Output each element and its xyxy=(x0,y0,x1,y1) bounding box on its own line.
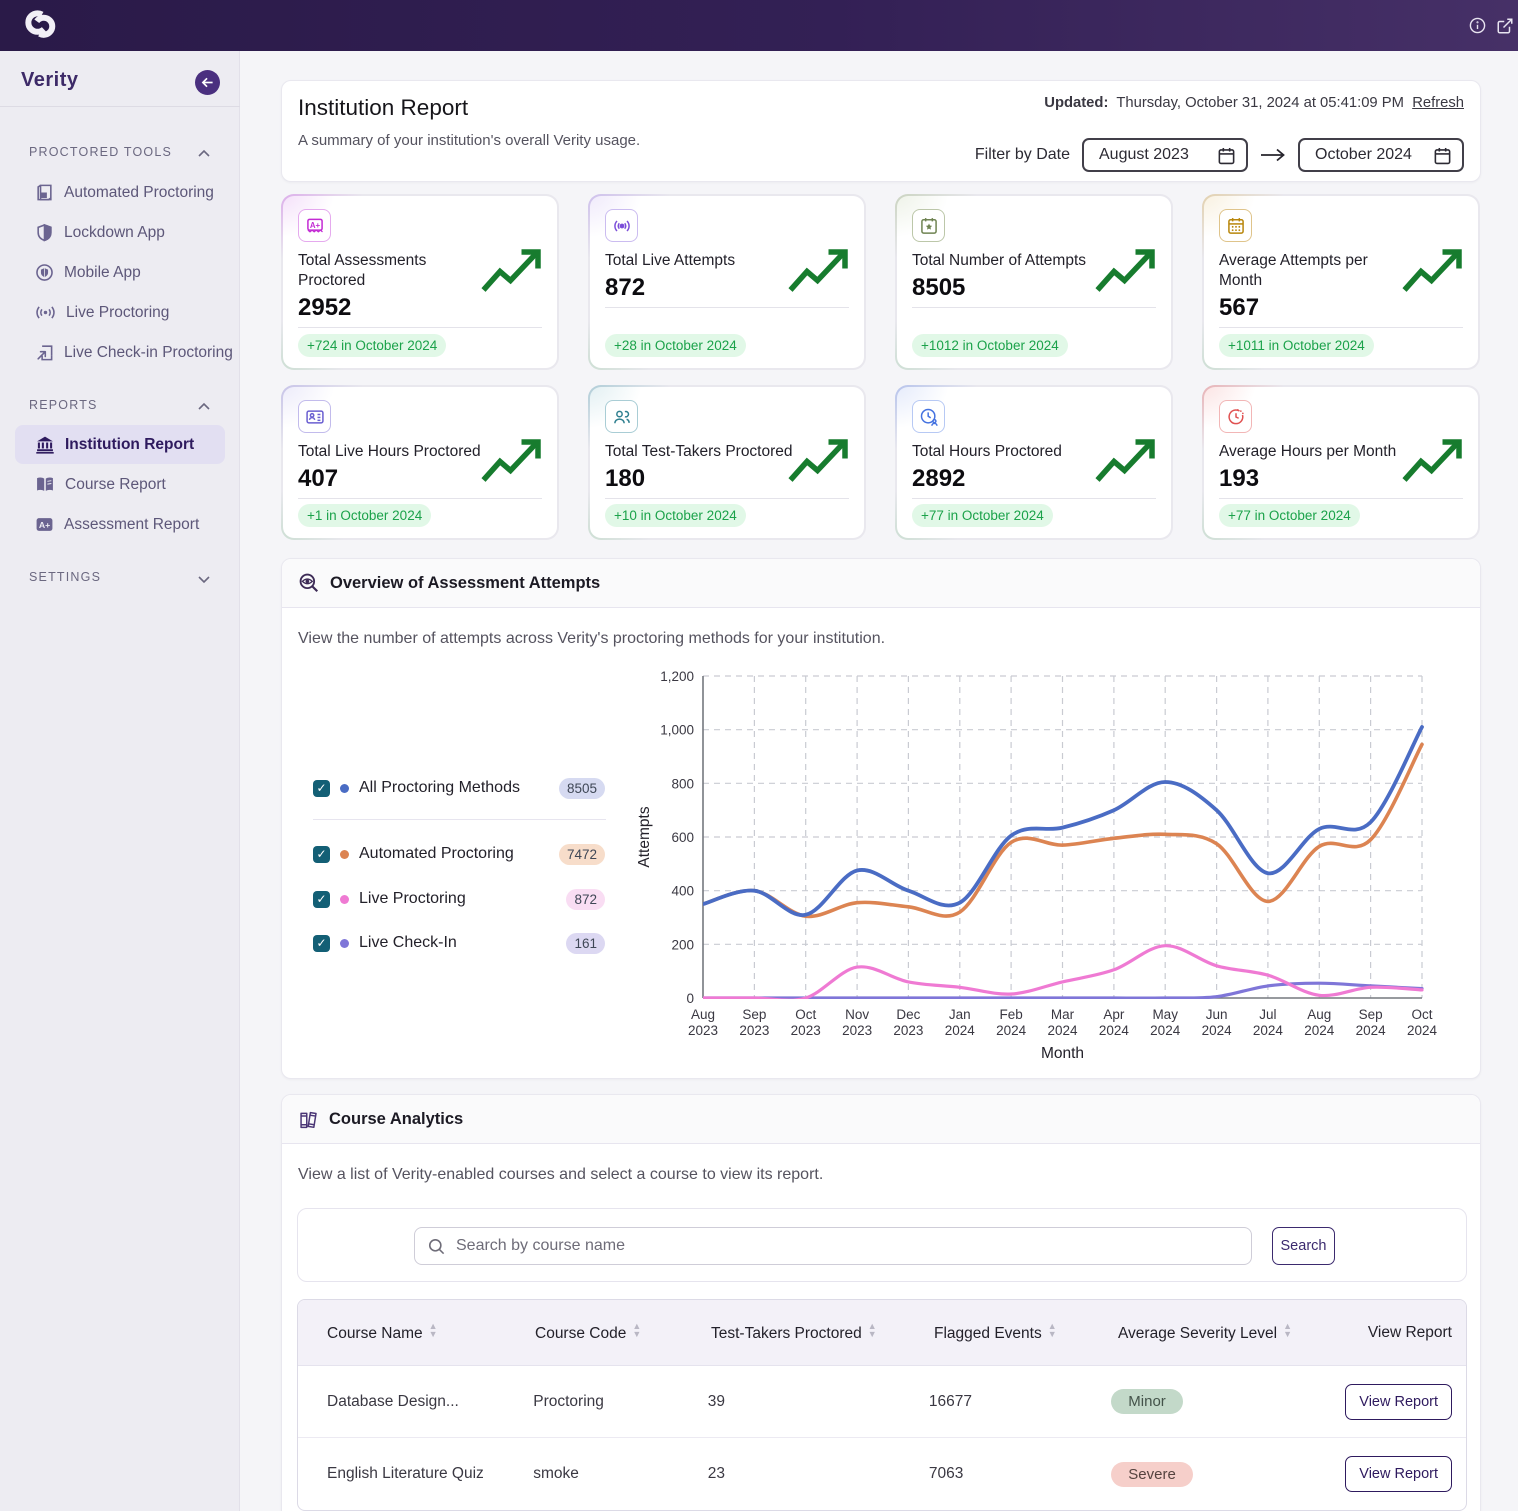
svg-text:2024: 2024 xyxy=(1304,1023,1335,1038)
svg-text:2023: 2023 xyxy=(688,1023,718,1038)
svg-text:Dec: Dec xyxy=(896,1007,920,1022)
svg-text:Aug: Aug xyxy=(691,1007,715,1022)
svg-text:Mar: Mar xyxy=(1051,1007,1075,1022)
svg-text:1,200: 1,200 xyxy=(660,669,694,684)
svg-text:Aug: Aug xyxy=(1307,1007,1331,1022)
svg-text:1,000: 1,000 xyxy=(660,723,694,738)
svg-text:Month: Month xyxy=(1041,1045,1084,1062)
svg-text:Feb: Feb xyxy=(999,1007,1022,1022)
svg-text:Sep: Sep xyxy=(1359,1007,1383,1022)
svg-text:800: 800 xyxy=(671,776,694,791)
svg-text:2024: 2024 xyxy=(1253,1023,1284,1038)
svg-text:200: 200 xyxy=(671,937,694,952)
svg-text:A+: A+ xyxy=(309,221,320,230)
svg-text:Attempts: Attempts xyxy=(636,806,653,867)
svg-text:Jan: Jan xyxy=(949,1007,971,1022)
svg-text:Oct: Oct xyxy=(1411,1007,1432,1022)
svg-text:Apr: Apr xyxy=(1103,1007,1125,1022)
svg-text:2024: 2024 xyxy=(996,1023,1027,1038)
svg-text:400: 400 xyxy=(671,884,694,899)
svg-text:Sep: Sep xyxy=(742,1007,766,1022)
svg-text:2023: 2023 xyxy=(893,1023,923,1038)
svg-text:Jun: Jun xyxy=(1206,1007,1228,1022)
svg-text:2024: 2024 xyxy=(1047,1023,1078,1038)
svg-text:May: May xyxy=(1152,1007,1178,1022)
svg-text:2024: 2024 xyxy=(1150,1023,1181,1038)
svg-text:2024: 2024 xyxy=(945,1023,976,1038)
svg-text:2023: 2023 xyxy=(842,1023,872,1038)
svg-text:2024: 2024 xyxy=(1407,1023,1438,1038)
svg-text:Nov: Nov xyxy=(845,1007,869,1022)
svg-text:2023: 2023 xyxy=(791,1023,821,1038)
svg-text:2024: 2024 xyxy=(1356,1023,1387,1038)
svg-text:2023: 2023 xyxy=(739,1023,769,1038)
svg-text:600: 600 xyxy=(671,830,694,845)
svg-text:Oct: Oct xyxy=(795,1007,816,1022)
svg-text:2024: 2024 xyxy=(1099,1023,1130,1038)
svg-text:0: 0 xyxy=(686,991,694,1006)
svg-text:2024: 2024 xyxy=(1202,1023,1233,1038)
svg-text:A+: A+ xyxy=(39,520,50,530)
svg-text:Jul: Jul xyxy=(1259,1007,1276,1022)
